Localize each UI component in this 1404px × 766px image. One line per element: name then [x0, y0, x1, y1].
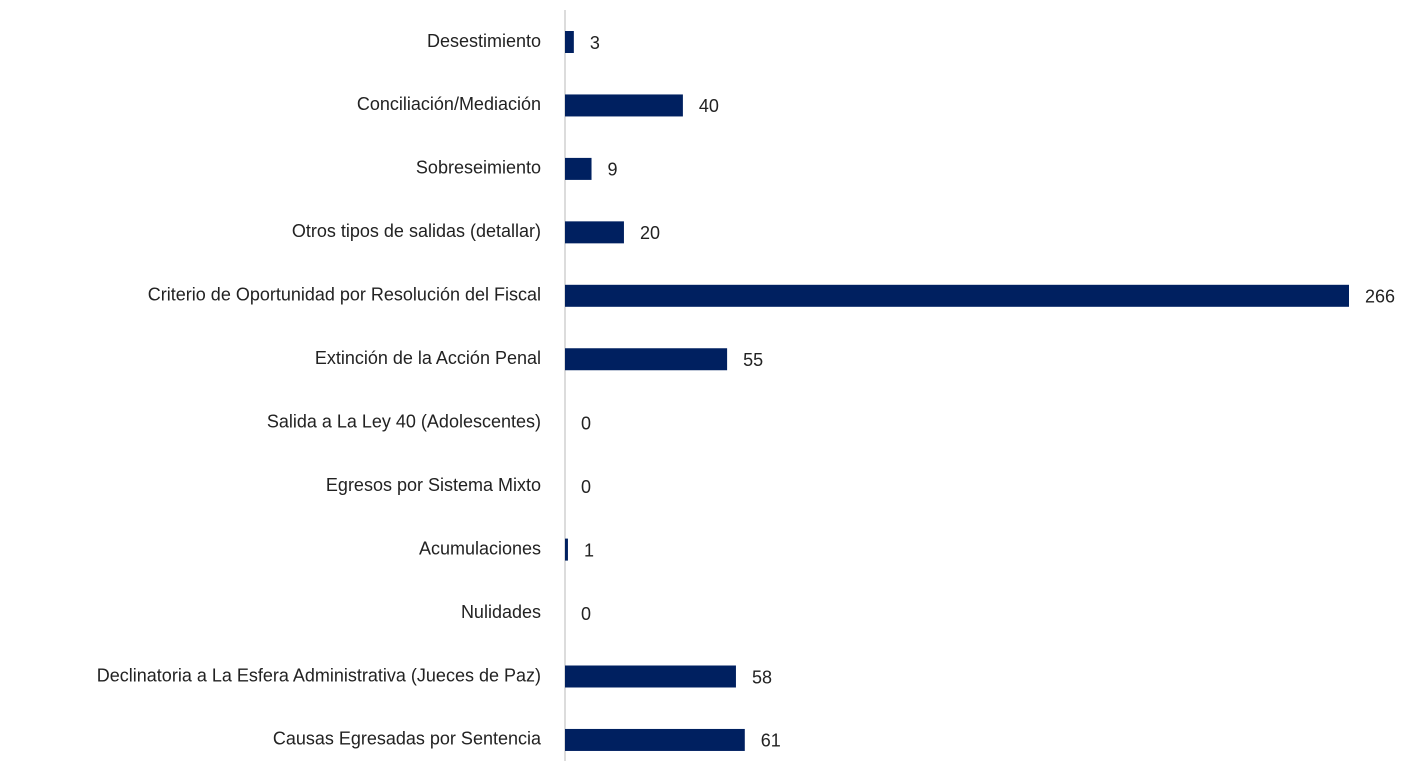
- value-label: 0: [581, 604, 591, 624]
- bar: [565, 665, 736, 688]
- category-label: Conciliación/Mediación: [357, 94, 541, 114]
- value-label: 55: [743, 350, 763, 370]
- category-label: Egresos por Sistema Mixto: [326, 475, 541, 495]
- value-label: 9: [608, 160, 618, 180]
- category-label: Causas Egresadas por Sentencia: [273, 729, 542, 749]
- value-label: 3: [590, 33, 600, 53]
- bar: [565, 157, 592, 180]
- bar: [565, 728, 745, 751]
- category-label: Salida a La Ley 40 (Adolescentes): [267, 411, 541, 431]
- bar: [565, 221, 624, 244]
- category-label: Desestimiento: [427, 31, 541, 51]
- value-label: 20: [640, 223, 660, 243]
- bar: [565, 284, 1349, 307]
- category-label: Sobreseimiento: [416, 158, 541, 178]
- value-label: 40: [699, 96, 719, 116]
- value-label: 1: [584, 540, 594, 560]
- value-label: 58: [752, 667, 772, 687]
- category-label: Otros tipos de salidas (detallar): [292, 221, 541, 241]
- bar: [565, 31, 574, 53]
- category-label: Criterio de Oportunidad por Resolución d…: [148, 285, 541, 305]
- value-label: 266: [1365, 287, 1395, 307]
- bar: [565, 94, 683, 117]
- value-label: 0: [581, 413, 591, 433]
- category-label: Extinción de la Acción Penal: [315, 348, 541, 368]
- category-label: Nulidades: [461, 602, 541, 622]
- category-label: Declinatoria a La Esfera Administrativa …: [97, 665, 541, 685]
- category-label: Acumulaciones: [419, 538, 541, 558]
- value-label: 61: [761, 731, 781, 751]
- value-label: 0: [581, 477, 591, 497]
- bar: [565, 348, 728, 371]
- bar: [565, 538, 568, 561]
